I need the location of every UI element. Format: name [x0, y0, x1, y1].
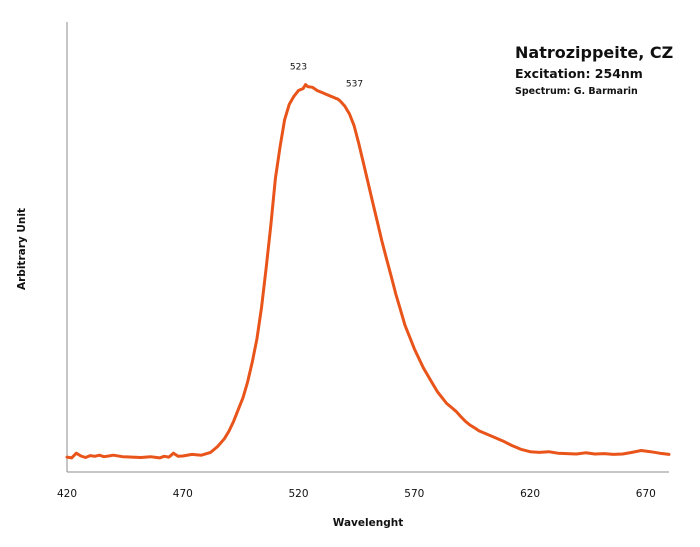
series-line	[65, 83, 671, 460]
x-tick-labels: 420 470 520 570 620 670	[57, 488, 656, 500]
peak-annotations: 523 537	[290, 63, 363, 90]
chart-subtitle: Excitation: 254nm	[515, 66, 643, 81]
x-axis-label: Wavelenght	[333, 517, 403, 529]
x-tick-label: 470	[173, 488, 193, 500]
x-tick-label: 620	[520, 488, 540, 500]
peak-label: 537	[346, 79, 363, 89]
y-axis-label: Arbitrary Unit	[16, 208, 28, 290]
x-tick-label: 520	[288, 488, 308, 500]
x-tick-label: 670	[636, 488, 656, 500]
x-tick-label: 570	[404, 488, 424, 500]
chart-title-block: Natrozippeite, CZ Excitation: 254nm Spec…	[515, 42, 673, 100]
axes	[66, 22, 669, 473]
peak-label: 523	[290, 63, 307, 73]
chart-credit: Spectrum: G. Barmarin	[515, 86, 638, 97]
x-tick-label: 420	[57, 488, 77, 500]
chart-title: Natrozippeite, CZ	[515, 43, 674, 62]
